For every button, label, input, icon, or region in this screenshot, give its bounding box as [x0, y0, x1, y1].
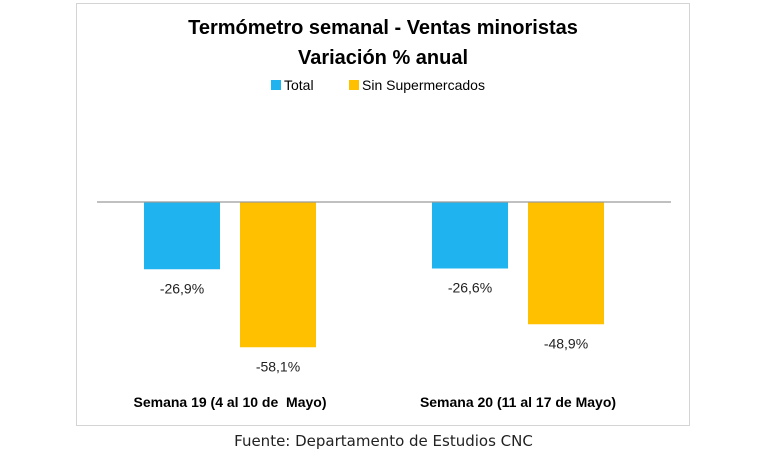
chart-frame: Termómetro semanal - Ventas minoristas V… — [76, 3, 690, 426]
category-labels: Semana 19 (4 al 10 de Mayo) Semana 20 (11… — [134, 394, 617, 410]
bar-2-1 — [240, 202, 316, 348]
data-label-1-1: -26,9% — [160, 280, 204, 296]
category-label-2: Semana 20 (11 al 17 de Mayo) — [420, 394, 616, 410]
bar-2-2 — [528, 202, 604, 325]
legend-label-1: Total — [284, 77, 314, 93]
source-note: Fuente: Departamento de Estudios CNC — [234, 432, 533, 450]
bar-chart: Termómetro semanal - Ventas minoristas V… — [97, 17, 671, 410]
legend: Total Sin Supermercados — [271, 77, 485, 93]
data-label-1-2: -26,6% — [448, 280, 492, 296]
legend-swatch-1 — [271, 80, 281, 90]
data-label-2-2: -48,9% — [544, 335, 588, 351]
data-label-2-1: -58,1% — [256, 358, 300, 374]
category-label-1: Semana 19 (4 al 10 de Mayo) — [134, 394, 327, 410]
chart-subtitle: Variación % anual — [298, 47, 468, 69]
bars-group: -26,9% -26,6% -58,1% -48,9% — [144, 202, 604, 374]
legend-swatch-2 — [349, 80, 359, 90]
legend-label-2: Sin Supermercados — [362, 77, 485, 93]
bar-1-1 — [144, 202, 220, 270]
chart-title: Termómetro semanal - Ventas minoristas — [188, 17, 578, 39]
bar-1-2 — [432, 202, 508, 269]
